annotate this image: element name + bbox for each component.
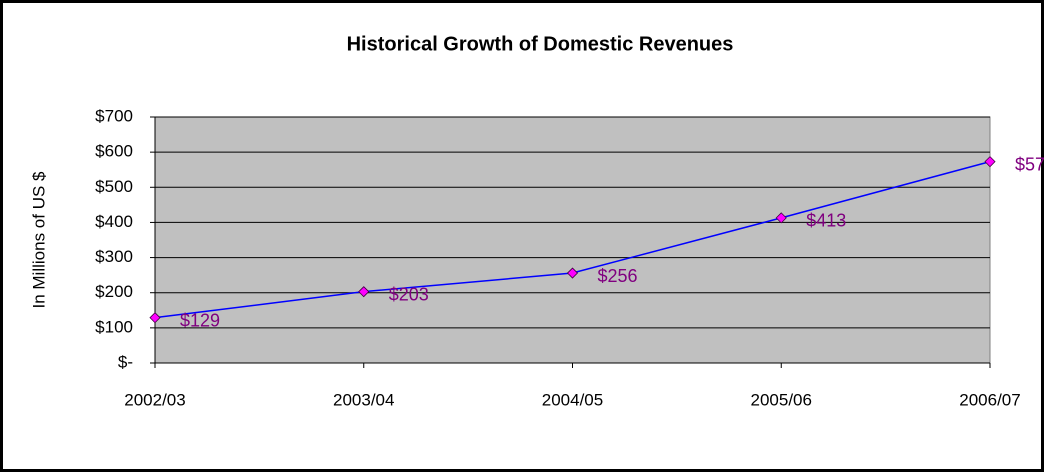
marker [775, 212, 787, 224]
x-tick-label: 2003/04 [333, 390, 394, 409]
y-tick-label: $400 [95, 212, 133, 231]
x-tick-label: 2006/07 [959, 390, 1020, 409]
marker [566, 267, 579, 279]
y-tick-label: $- [118, 352, 133, 371]
marker [984, 156, 996, 168]
y-tick-label: $600 [95, 142, 133, 161]
y-axis-label: In Millions of US $ [29, 171, 48, 309]
y-tick-label: $100 [95, 317, 133, 336]
marker [358, 286, 370, 298]
data-label: $413 [806, 211, 846, 231]
y-tick-label: $500 [95, 177, 133, 196]
y-tick-label: $700 [95, 106, 133, 125]
x-tick-label: 2005/06 [751, 390, 812, 409]
data-label: $129 [180, 310, 220, 330]
chart-title: Historical Growth of Domestic Revenues [347, 33, 734, 55]
data-label: $203 [389, 284, 429, 304]
x-tick-label: 2002/03 [124, 390, 185, 409]
plot-area [154, 116, 991, 364]
y-tick-label: $300 [95, 247, 133, 266]
x-tick-label: 2004/05 [542, 390, 603, 409]
data-label: $573 [1015, 154, 1044, 174]
data-label: $256 [598, 266, 638, 286]
y-tick-label: $200 [95, 282, 133, 301]
marker [149, 312, 161, 324]
